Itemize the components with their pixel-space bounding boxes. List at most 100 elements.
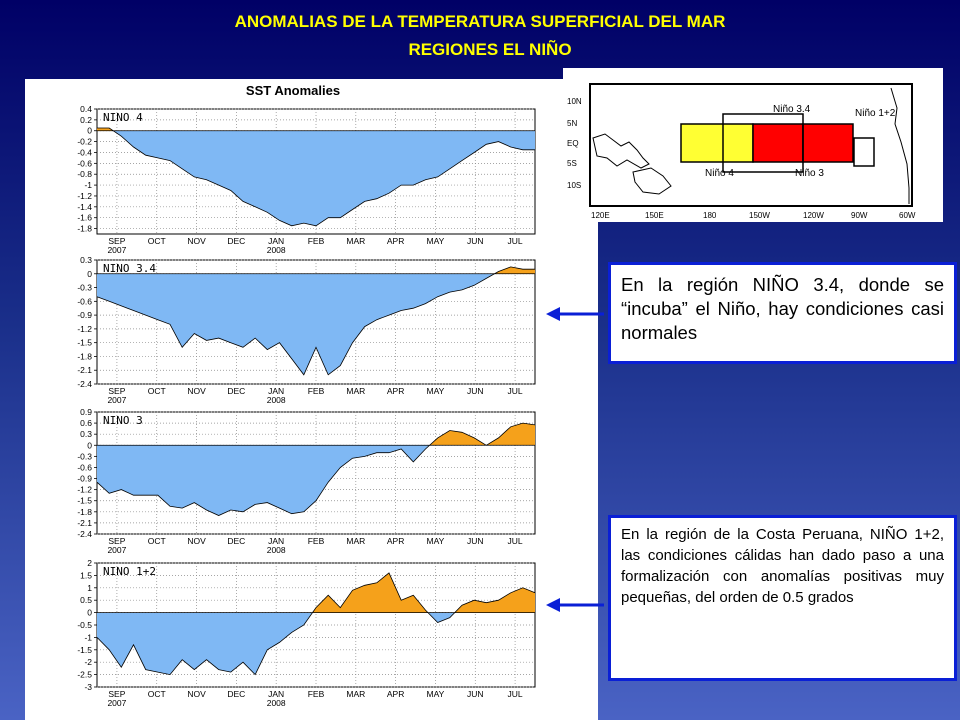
y-tick-label: -2.1	[77, 518, 92, 528]
negative-anomaly-area	[113, 130, 535, 226]
south-america-coast	[890, 87, 910, 204]
x-tick-label: FEB	[308, 386, 325, 396]
x-tick-label: NOV	[187, 386, 206, 396]
map-lat-label: 10S	[567, 181, 581, 190]
x-tick-label: JUL	[508, 536, 523, 546]
nino3-region	[802, 123, 854, 163]
negative-anomaly-area	[97, 273, 535, 375]
x-year-label: 2008	[267, 395, 286, 405]
map-lat-label: 5S	[567, 159, 577, 168]
y-tick-label: -0.9	[77, 310, 92, 320]
y-tick-label: 0.6	[80, 418, 92, 428]
arrow-left-icon	[546, 307, 604, 321]
positive-anomaly-area	[494, 266, 535, 274]
y-tick-label: -1.8	[77, 224, 92, 234]
x-tick-label: SEP	[108, 236, 125, 246]
x-tick-label: APR	[387, 536, 404, 546]
x-tick-label: JUL	[508, 386, 523, 396]
y-tick-label: -1.6	[77, 213, 92, 223]
positive-anomaly-area	[312, 572, 535, 613]
x-year-label: 2007	[107, 698, 126, 708]
x-tick-label: OCT	[148, 536, 166, 546]
x-year-label: 2007	[107, 545, 126, 555]
series-line	[96, 422, 536, 516]
series-label: NINO 3	[103, 414, 143, 427]
y-tick-label: -0.5	[77, 620, 92, 630]
y-tick-label: -1.5	[77, 645, 92, 655]
x-tick-label: JAN	[268, 536, 284, 546]
y-tick-label: -2.4	[77, 379, 92, 389]
x-tick-label: JAN	[268, 236, 284, 246]
x-tick-label: JUN	[467, 689, 484, 699]
y-tick-label: -1.2	[77, 324, 92, 334]
x-tick-label: DEC	[227, 236, 245, 246]
x-tick-label: JAN	[268, 689, 284, 699]
x-tick-label: DEC	[227, 536, 245, 546]
x-tick-label: MAR	[346, 386, 365, 396]
y-tick-label: -0.6	[77, 462, 92, 472]
y-tick-label: -1.4	[77, 202, 92, 212]
australia-coast	[632, 167, 672, 195]
series-label: NINO 4	[103, 111, 143, 124]
y-tick-label: -1.2	[77, 485, 92, 495]
x-tick-label: APR	[387, 689, 404, 699]
x-tick-label: SEP	[108, 536, 125, 546]
y-tick-label: -0.2	[77, 137, 92, 147]
y-tick-label: -0.6	[77, 158, 92, 168]
y-tick-label: 1.5	[80, 570, 92, 580]
x-tick-label: FEB	[308, 536, 325, 546]
map-lon-label: 120W	[803, 211, 824, 220]
page-title-line2: REGIONES EL NIÑO	[408, 40, 572, 59]
x-tick-label: JUN	[467, 236, 484, 246]
negative-anomaly-area	[97, 445, 535, 516]
x-tick-label: MAY	[427, 536, 445, 546]
x-year-label: 2008	[267, 545, 286, 555]
x-tick-label: APR	[387, 386, 404, 396]
y-tick-label: -1.5	[77, 496, 92, 506]
x-tick-label: DEC	[227, 689, 245, 699]
y-tick-label: 0	[87, 440, 92, 450]
y-tick-label: -1.2	[77, 191, 92, 201]
map-lat-label: EQ	[567, 139, 579, 148]
note-nino34: En la región NIÑO 3.4, donde se “incuba”…	[608, 262, 957, 364]
x-tick-label: APR	[387, 236, 404, 246]
page-title-line1: ANOMALIAS DE LA TEMPERATURA SUPERFICIAL …	[234, 12, 726, 31]
y-tick-label: -0.3	[77, 283, 92, 293]
y-tick-label: -1.5	[77, 338, 92, 348]
map-label-nino3: Niño 3	[795, 168, 824, 179]
map-svg: Niño 3.4 Niño 1+2 Niño 4 Niño 3 10N 5N E…	[567, 83, 916, 220]
series-line	[97, 127, 535, 227]
y-tick-label: 0	[87, 126, 92, 136]
arrow-left-icon	[546, 598, 604, 612]
x-tick-label: MAR	[346, 689, 365, 699]
x-tick-label: MAY	[427, 386, 445, 396]
x-year-label: 2007	[107, 245, 126, 255]
y-tick-label: 0	[87, 608, 92, 618]
nino34-red-region	[752, 123, 804, 163]
x-tick-label: NOV	[187, 236, 206, 246]
x-tick-label: JUN	[467, 536, 484, 546]
y-tick-label: -2.4	[77, 529, 92, 539]
y-tick-label: 0.3	[80, 429, 92, 439]
x-year-label: 2008	[267, 698, 286, 708]
x-tick-label: NOV	[187, 536, 206, 546]
x-tick-label: MAR	[346, 536, 365, 546]
map-lon-label: 180	[703, 211, 717, 220]
x-tick-label: FEB	[308, 689, 325, 699]
x-tick-label: OCT	[148, 386, 166, 396]
positive-anomaly-area	[429, 423, 535, 446]
map-lon-label: 120E	[591, 211, 610, 220]
x-tick-label: OCT	[148, 689, 166, 699]
nino-regions-map: Niño 3.4 Niño 1+2 Niño 4 Niño 3 10N 5N E…	[563, 68, 943, 222]
nino34-box	[722, 113, 804, 173]
y-tick-label: -2.1	[77, 365, 92, 375]
y-tick-label: -0.3	[77, 451, 92, 461]
y-tick-label: -1.8	[77, 507, 92, 517]
sst-anomalies-panel: SST Anomalies SEP OCT NOV DEC JAN FEB MAR APR MAY…	[25, 79, 598, 720]
x-year-label: 2008	[267, 245, 286, 255]
nino4-region	[680, 123, 754, 163]
map-lon-label: 60W	[899, 211, 916, 220]
nino12-box	[853, 137, 875, 167]
x-tick-label: NOV	[187, 689, 206, 699]
y-tick-label: -1	[84, 632, 92, 642]
